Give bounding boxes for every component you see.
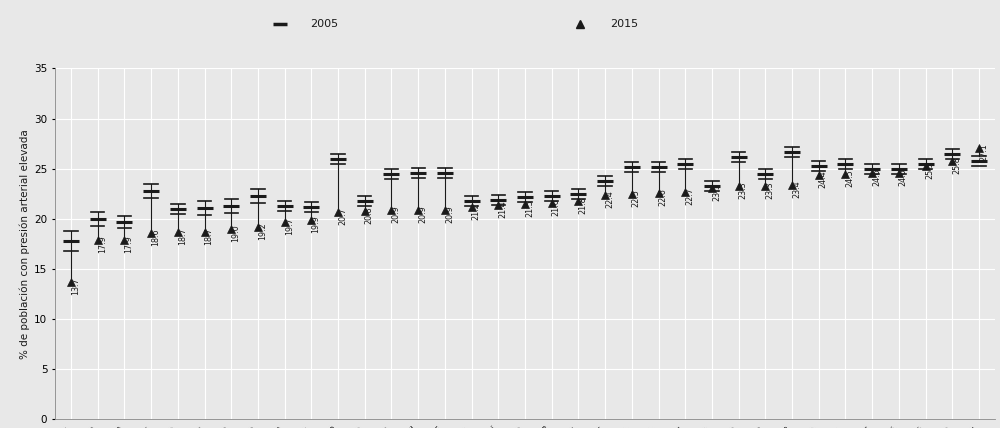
Text: 2015: 2015 [610, 18, 638, 29]
Text: 24.6: 24.6 [872, 168, 881, 186]
Text: 19.2: 19.2 [258, 222, 267, 240]
Text: 23.3: 23.3 [739, 181, 748, 199]
Text: 21.4: 21.4 [498, 200, 507, 218]
Text: 20.9: 20.9 [418, 205, 427, 223]
Text: 20.9: 20.9 [391, 205, 400, 223]
Text: 25.3: 25.3 [926, 161, 935, 178]
Text: 18.7: 18.7 [205, 227, 214, 245]
Text: 21.5: 21.5 [525, 199, 534, 217]
Y-axis label: % de población con presión arterial elevada: % de población con presión arterial elev… [19, 129, 30, 359]
Text: 22.7: 22.7 [685, 187, 694, 205]
Text: 22.5: 22.5 [632, 189, 641, 207]
Text: 22.6: 22.6 [659, 188, 668, 206]
Text: 20.8: 20.8 [365, 206, 374, 224]
Text: 19.9: 19.9 [311, 215, 320, 233]
Text: 21.6: 21.6 [552, 198, 561, 216]
Text: 23.3: 23.3 [765, 181, 774, 199]
Text: 17.9: 17.9 [124, 235, 133, 253]
Text: 18.7: 18.7 [178, 227, 187, 245]
Text: 25.8: 25.8 [952, 156, 961, 174]
Text: 21.2: 21.2 [472, 202, 481, 220]
Text: 24.5: 24.5 [845, 169, 854, 187]
Text: 19.0: 19.0 [231, 224, 240, 242]
Text: 21.8: 21.8 [578, 196, 587, 214]
Text: 24.4: 24.4 [819, 170, 828, 187]
Text: 23.1: 23.1 [712, 183, 721, 201]
Text: 2005: 2005 [310, 18, 338, 29]
Text: 20.7: 20.7 [338, 207, 347, 225]
Text: 27.1: 27.1 [979, 143, 988, 160]
Text: 18.6: 18.6 [151, 228, 160, 246]
Text: 17.9: 17.9 [98, 235, 107, 253]
Text: 13.7: 13.7 [71, 277, 80, 295]
Text: 24.6: 24.6 [899, 168, 908, 186]
Text: 22.4: 22.4 [605, 190, 614, 208]
Text: 23.4: 23.4 [792, 180, 801, 198]
Text: 20.9: 20.9 [445, 205, 454, 223]
Text: 19.7: 19.7 [285, 217, 294, 235]
